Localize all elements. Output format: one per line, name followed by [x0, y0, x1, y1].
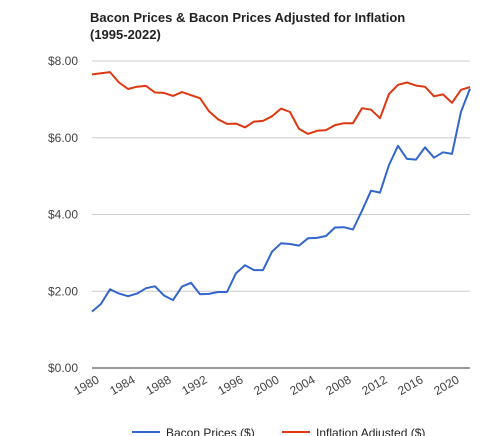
chart-legend: Bacon Prices ($) Inflation Adjusted ($): [132, 426, 425, 436]
series-line-inflation-adjusted: [91, 71, 471, 135]
chart-title: Bacon Prices & Bacon Prices Adjusted for…: [90, 9, 470, 43]
x-tick-label: 1996: [215, 372, 245, 398]
x-tick-label: 1988: [143, 372, 173, 398]
x-tick-label: 2004: [287, 372, 317, 398]
x-tick-label: 1984: [107, 372, 137, 398]
x-tick-label: 2020: [431, 372, 461, 398]
y-axis-ticks: $0.00 $2.00 $4.00 $6.00 $8.00: [48, 54, 78, 375]
y-tick-label: $4.00: [48, 208, 78, 222]
chart-gridlines: [92, 60, 470, 369]
legend-label: Bacon Prices ($): [166, 426, 255, 436]
y-tick-label: $0.00: [48, 361, 78, 375]
series-line-bacon-prices: [91, 88, 471, 313]
chart-subtitle-text: (1995-2022): [90, 27, 161, 42]
chart-title-text: Bacon Prices & Bacon Prices Adjusted for…: [90, 10, 406, 25]
x-axis-ticks: 1980 1984 1988 1992 1996 2000 2004 2008 2012 2016…: [71, 372, 461, 398]
y-tick-label: $8.00: [48, 54, 78, 68]
legend-label: Inflation Adjusted ($): [316, 426, 425, 436]
x-tick-label: 1980: [71, 372, 101, 398]
x-tick-label: 2016: [395, 372, 425, 398]
x-tick-label: 2000: [251, 372, 281, 398]
x-tick-label: 1992: [179, 372, 209, 398]
y-tick-label: $6.00: [48, 131, 78, 145]
y-tick-label: $2.00: [48, 284, 78, 298]
x-tick-label: 2012: [359, 372, 389, 398]
x-tick-label: 2008: [323, 372, 353, 398]
chart-series-lines: [91, 71, 471, 313]
